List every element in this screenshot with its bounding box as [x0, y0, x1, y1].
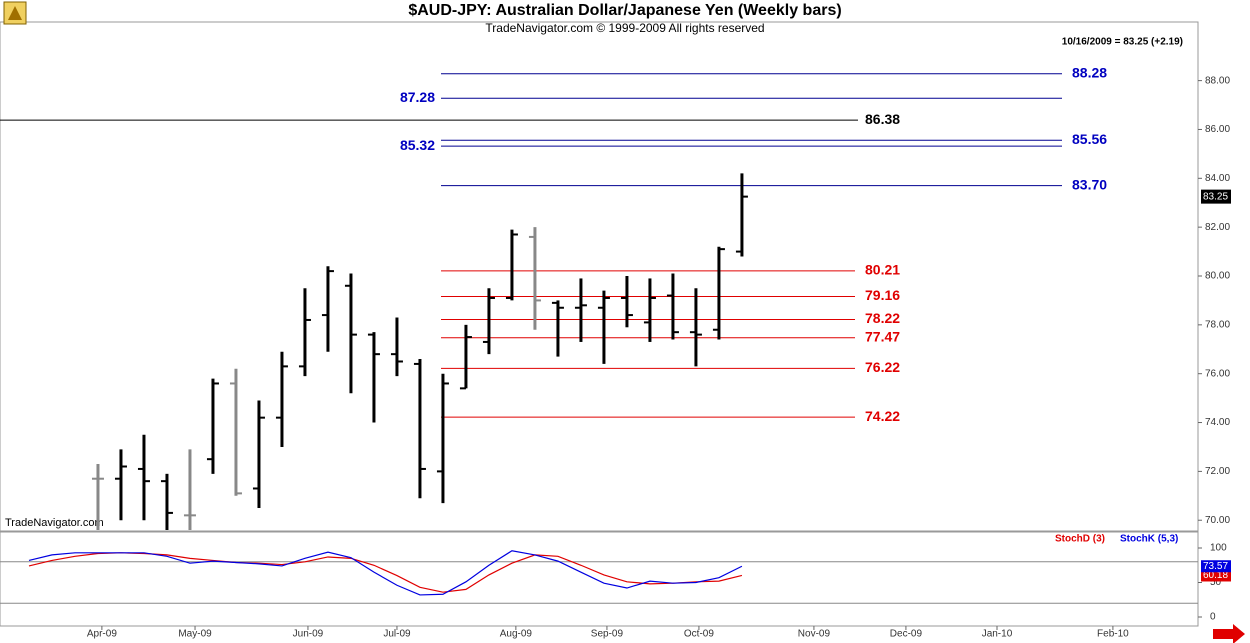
y-tick-label: 74.00 [1205, 417, 1230, 428]
x-tick-label: Oct-09 [684, 629, 714, 640]
level-label: 88.28 [1072, 64, 1107, 80]
watermark: TradeNavigator.com [5, 517, 104, 529]
scroll-arrow[interactable] [1213, 624, 1245, 643]
y-tick-label: 72.00 [1205, 466, 1230, 477]
chart-title: $AUD-JPY: Australian Dollar/Japanese Yen… [408, 2, 841, 19]
y-tick-label: 70.00 [1205, 515, 1230, 526]
y-tick-label: 76.00 [1205, 368, 1230, 379]
y-tick-label: 0 [1210, 612, 1216, 623]
last-quote: 10/16/2009 = 83.25 (+2.19) [1062, 37, 1183, 48]
level-label: 80.21 [865, 262, 900, 278]
y-tick-label: 88.00 [1205, 75, 1230, 86]
legend-entry: StochD (3) [1055, 534, 1105, 545]
x-tick-label: Aug-09 [500, 629, 533, 640]
level-label: 78.22 [865, 310, 900, 326]
x-tick-label: Dec-09 [890, 629, 923, 640]
x-tick-label: Jun-09 [293, 629, 324, 640]
y-tick-label: 78.00 [1205, 319, 1230, 330]
y-tick-label: 50 [1210, 577, 1222, 588]
level-label: 87.28 [400, 89, 435, 105]
x-tick-label: Apr-09 [87, 629, 117, 640]
stoch-panel [0, 531, 1199, 627]
level-label: 86.38 [865, 111, 900, 127]
value-box [1201, 569, 1231, 582]
y-tick-label: 86.00 [1205, 124, 1230, 135]
x-tick-label: Feb-10 [1097, 629, 1129, 640]
logo [3, 1, 27, 25]
y-tick-label: 80.00 [1205, 271, 1230, 282]
value-label: 73.57 [1203, 561, 1228, 572]
level-label: 83.70 [1072, 176, 1107, 192]
y-tick-label: 82.00 [1205, 222, 1230, 233]
level-label: 77.47 [865, 328, 900, 344]
x-tick-label: Nov-09 [798, 629, 831, 640]
y-tick-label: 84.00 [1205, 173, 1230, 184]
x-tick-label: Jul-09 [383, 629, 411, 640]
y-tick-label: 100 [1210, 543, 1227, 554]
level-label: 85.32 [400, 137, 435, 153]
x-tick-label: May-09 [178, 629, 212, 640]
stoch-line [28, 550, 743, 596]
x-tick-label: Jan-10 [982, 629, 1013, 640]
value-box [1201, 560, 1231, 573]
level-label: 76.22 [865, 359, 900, 375]
level-label: 85.56 [1072, 131, 1107, 147]
price-panel [0, 21, 1199, 532]
last-price-label: 83.25 [1203, 191, 1228, 202]
level-label: 79.16 [865, 287, 900, 303]
chart-subtitle: TradeNavigator.com © 1999-2009 All right… [485, 21, 764, 35]
legend-entry: StochK (5,3) [1120, 534, 1178, 545]
level-label: 74.22 [865, 408, 900, 424]
last-price-box [1201, 189, 1231, 204]
value-label: 60.18 [1203, 570, 1228, 581]
x-tick-label: Sep-09 [591, 629, 624, 640]
